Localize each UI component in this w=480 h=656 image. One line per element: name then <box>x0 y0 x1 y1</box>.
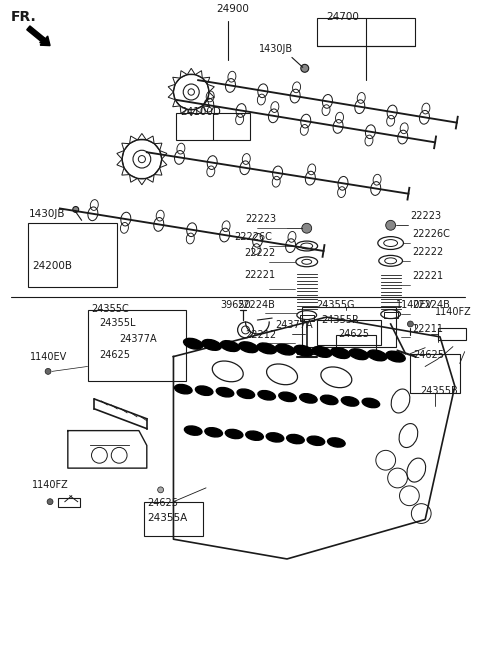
Text: 24355L: 24355L <box>99 318 136 328</box>
Text: 24625: 24625 <box>413 350 444 359</box>
Ellipse shape <box>246 431 264 440</box>
Bar <box>302 307 396 347</box>
Ellipse shape <box>257 343 276 354</box>
Text: 1140FZ: 1140FZ <box>32 480 69 490</box>
Ellipse shape <box>287 434 304 443</box>
Bar <box>317 18 415 46</box>
Circle shape <box>47 499 53 504</box>
Text: 1140EV: 1140EV <box>30 352 68 361</box>
Bar <box>177 113 251 140</box>
Ellipse shape <box>220 340 240 352</box>
Text: 24355B: 24355B <box>420 386 458 396</box>
Text: 22212: 22212 <box>246 330 276 340</box>
Circle shape <box>408 321 413 327</box>
Text: 24355C: 24355C <box>92 304 129 314</box>
Text: 22223: 22223 <box>410 211 442 221</box>
Ellipse shape <box>321 395 338 405</box>
Text: 1140EV: 1140EV <box>396 300 433 310</box>
Bar <box>87 310 186 381</box>
Text: 24700: 24700 <box>326 12 360 22</box>
Text: 24355R: 24355R <box>322 315 360 325</box>
Text: 22224B: 22224B <box>238 300 276 310</box>
Ellipse shape <box>341 397 359 406</box>
Ellipse shape <box>258 390 276 400</box>
Ellipse shape <box>225 430 243 439</box>
Ellipse shape <box>237 389 254 398</box>
Text: 24625: 24625 <box>147 498 178 508</box>
Text: 24377A: 24377A <box>119 334 157 344</box>
Bar <box>317 320 381 345</box>
Text: 22226C: 22226C <box>235 232 273 242</box>
Ellipse shape <box>195 386 213 396</box>
Text: 24355A: 24355A <box>147 514 187 523</box>
Bar <box>336 335 376 355</box>
Circle shape <box>157 487 164 493</box>
Text: 22221: 22221 <box>244 270 276 279</box>
Ellipse shape <box>175 384 192 394</box>
Ellipse shape <box>368 350 387 361</box>
Ellipse shape <box>327 438 345 447</box>
Bar <box>410 354 460 393</box>
Ellipse shape <box>331 348 350 358</box>
Text: 1430JB: 1430JB <box>259 43 293 54</box>
Text: 22224B: 22224B <box>412 300 450 310</box>
Ellipse shape <box>294 345 313 356</box>
Ellipse shape <box>386 351 405 362</box>
Bar <box>384 312 397 318</box>
Text: 24100D: 24100D <box>180 107 221 117</box>
Ellipse shape <box>184 426 202 435</box>
Ellipse shape <box>266 433 284 442</box>
Bar <box>144 502 203 536</box>
Bar <box>300 315 313 321</box>
Circle shape <box>73 207 79 213</box>
Circle shape <box>45 369 51 375</box>
Ellipse shape <box>300 394 317 403</box>
Text: 24200B: 24200B <box>32 260 72 271</box>
Text: 24355G: 24355G <box>317 300 355 310</box>
Text: 22222: 22222 <box>244 248 276 258</box>
Ellipse shape <box>312 346 332 358</box>
Text: 22226C: 22226C <box>412 229 450 239</box>
Ellipse shape <box>202 340 221 350</box>
Ellipse shape <box>183 338 203 349</box>
Text: 24377A: 24377A <box>275 320 313 330</box>
Bar <box>438 328 466 340</box>
Ellipse shape <box>276 344 295 355</box>
Text: 22221: 22221 <box>412 270 444 281</box>
Text: FR.: FR. <box>11 10 36 24</box>
Ellipse shape <box>362 398 380 407</box>
Circle shape <box>302 223 312 233</box>
Ellipse shape <box>307 436 324 445</box>
Text: 24625: 24625 <box>338 329 369 338</box>
Circle shape <box>301 64 309 72</box>
FancyArrow shape <box>27 26 50 46</box>
Text: 1430JB: 1430JB <box>28 209 65 219</box>
Bar <box>28 223 117 287</box>
Text: 22223: 22223 <box>246 215 276 224</box>
Ellipse shape <box>216 388 234 397</box>
Text: 22222: 22222 <box>412 247 444 257</box>
Circle shape <box>386 220 396 230</box>
Ellipse shape <box>205 428 222 437</box>
Text: 24625: 24625 <box>99 350 131 359</box>
Text: 1140FZ: 1140FZ <box>435 307 472 317</box>
Text: 39650: 39650 <box>220 300 251 310</box>
Ellipse shape <box>279 392 296 401</box>
Ellipse shape <box>239 342 258 353</box>
Text: 24900: 24900 <box>216 4 249 14</box>
Text: 22211: 22211 <box>412 324 444 334</box>
Bar <box>58 498 80 506</box>
Ellipse shape <box>349 349 369 359</box>
